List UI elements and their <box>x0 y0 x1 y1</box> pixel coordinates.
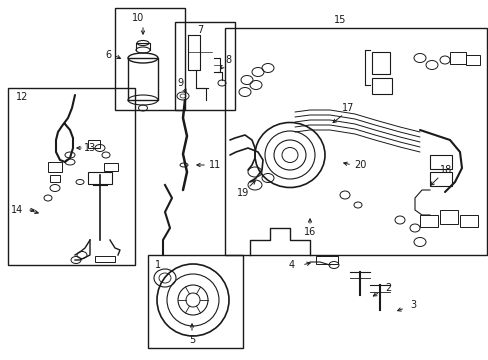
Bar <box>449 52 465 64</box>
Text: 12: 12 <box>16 92 28 102</box>
Text: 17: 17 <box>341 103 353 113</box>
Bar <box>439 210 457 224</box>
Text: 20: 20 <box>353 160 366 170</box>
Bar <box>429 155 451 169</box>
Bar <box>148 255 243 348</box>
Bar <box>88 140 100 148</box>
Bar <box>429 172 451 186</box>
Text: 5: 5 <box>188 335 195 345</box>
Bar <box>104 163 118 171</box>
Text: 9: 9 <box>177 78 183 88</box>
Text: 6: 6 <box>105 50 111 60</box>
Text: 4: 4 <box>288 260 294 270</box>
Bar <box>88 172 112 184</box>
Text: 16: 16 <box>303 227 315 237</box>
Text: 2: 2 <box>384 283 390 293</box>
Bar <box>50 175 60 182</box>
Text: 18: 18 <box>439 165 451 175</box>
Bar <box>8 88 135 265</box>
Text: 8: 8 <box>224 55 231 65</box>
Text: 15: 15 <box>333 15 346 25</box>
Text: 19: 19 <box>236 188 248 198</box>
Bar <box>459 215 477 227</box>
Bar <box>224 28 486 255</box>
Text: 14: 14 <box>11 205 23 215</box>
Bar <box>115 8 184 110</box>
Text: 13: 13 <box>84 143 96 153</box>
Bar <box>419 215 437 227</box>
Text: 11: 11 <box>208 160 221 170</box>
Bar <box>371 52 389 74</box>
Bar <box>465 55 479 65</box>
Bar <box>315 256 337 264</box>
Text: 1: 1 <box>155 260 161 270</box>
Text: 3: 3 <box>409 300 415 310</box>
Bar <box>95 256 115 262</box>
Bar <box>48 162 62 172</box>
Bar <box>175 22 235 110</box>
Text: 10: 10 <box>132 13 144 23</box>
Bar <box>371 78 391 94</box>
Text: 7: 7 <box>197 25 203 35</box>
